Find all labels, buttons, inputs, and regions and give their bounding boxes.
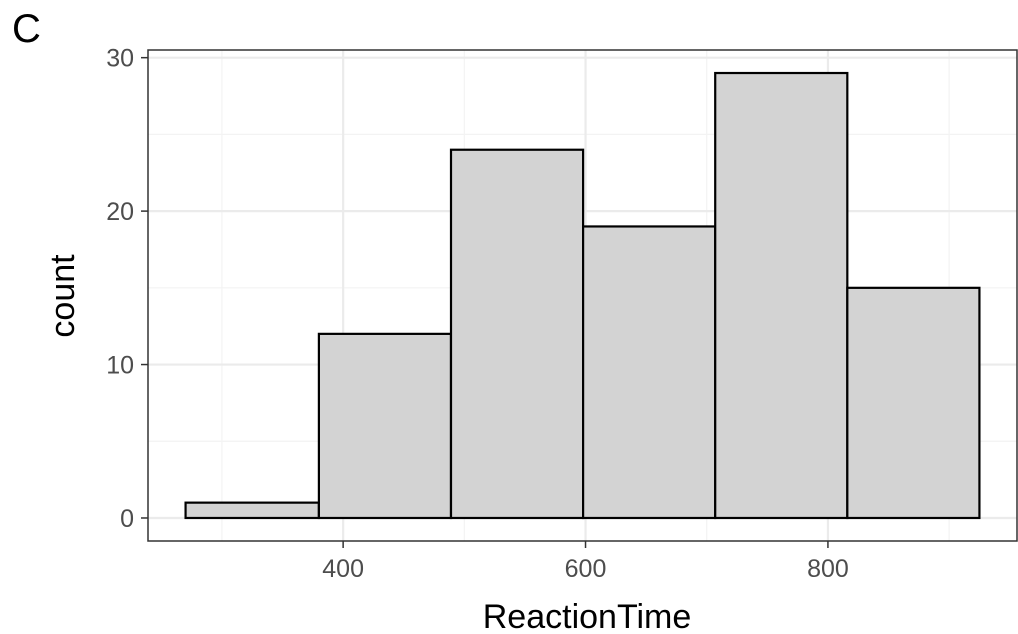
histogram-bar xyxy=(846,286,981,520)
histogram-bar xyxy=(184,501,320,520)
x-tick-label: 600 xyxy=(565,555,607,583)
x-tick-label: 800 xyxy=(807,555,849,583)
y-tick-label: 0 xyxy=(120,505,134,533)
y-axis: 0 10 20 30 xyxy=(106,45,148,533)
histogram-bar xyxy=(714,71,849,520)
y-tick-label: 30 xyxy=(106,45,134,73)
x-tick-label: 400 xyxy=(322,555,364,583)
histogram-bar xyxy=(449,148,585,520)
x-axis-title: ReactionTime xyxy=(483,598,691,634)
y-tick-label: 10 xyxy=(106,352,134,380)
x-axis: 400 600 800 xyxy=(322,541,849,583)
histogram-bars xyxy=(184,71,981,520)
y-tick-label: 20 xyxy=(106,198,134,226)
panel-label: C xyxy=(12,7,41,51)
histogram-bar xyxy=(317,332,453,520)
panel-border xyxy=(147,49,1018,542)
y-axis-title: count xyxy=(44,254,82,338)
histogram-bar xyxy=(582,225,717,520)
